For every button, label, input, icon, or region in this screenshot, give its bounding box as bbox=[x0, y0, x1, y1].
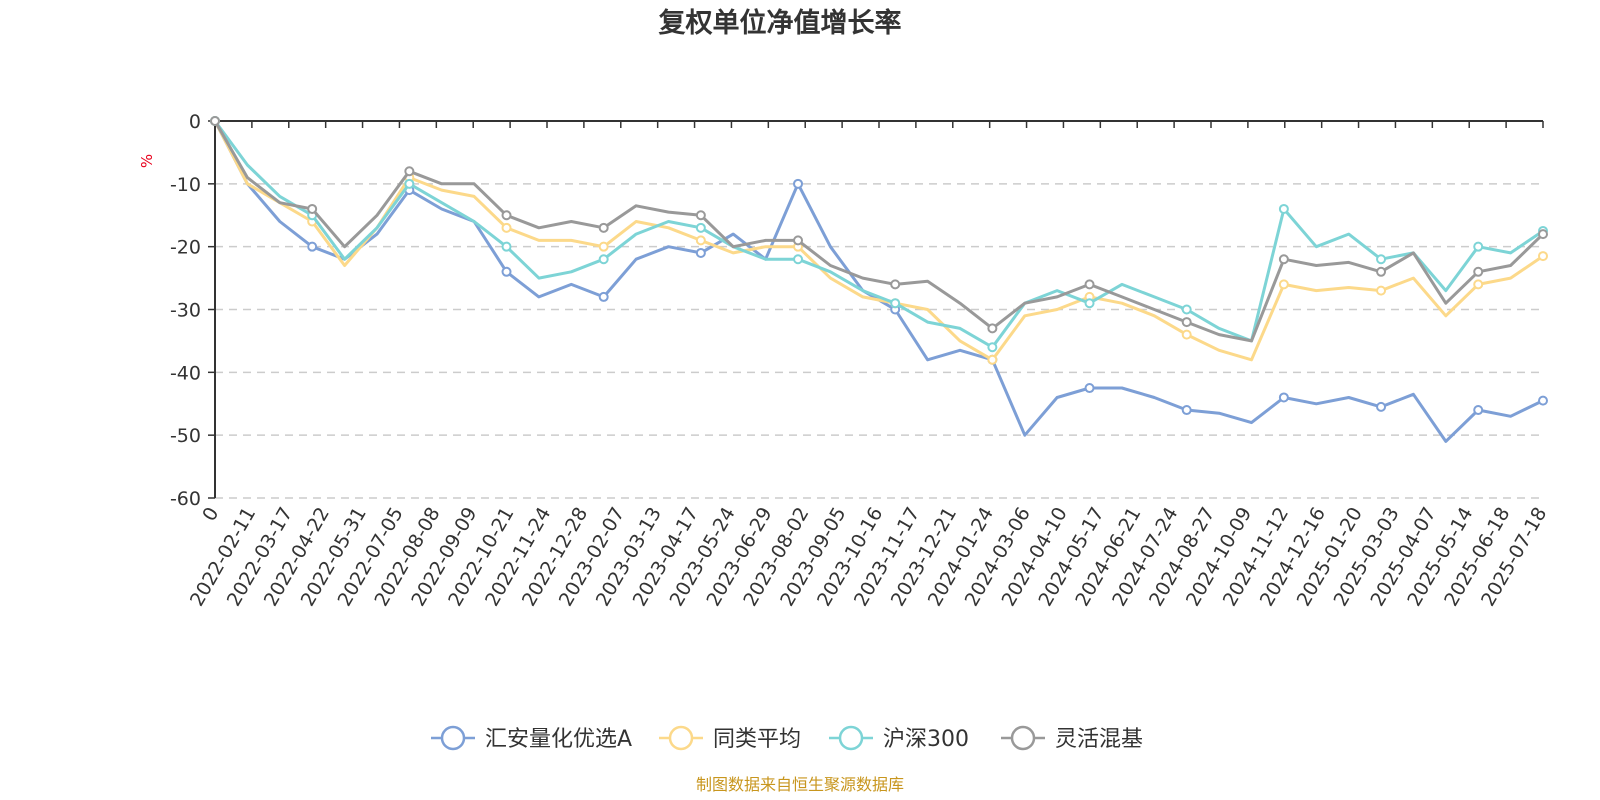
data-point bbox=[1278, 203, 1289, 214]
legend-item[interactable]: 汇安量化优选A bbox=[431, 725, 632, 752]
legend-marker-icon bbox=[1010, 725, 1036, 751]
data-point bbox=[793, 235, 804, 246]
data-point bbox=[890, 279, 901, 290]
legend-item[interactable]: 同类平均 bbox=[659, 725, 801, 752]
data-point bbox=[1376, 401, 1387, 412]
legend-label: 同类平均 bbox=[713, 727, 801, 752]
grid-lines bbox=[215, 183, 1543, 499]
data-point bbox=[1181, 317, 1192, 328]
data-point bbox=[307, 203, 318, 214]
data-point bbox=[987, 354, 998, 365]
legend[interactable]: 汇安量化优选A 同类平均 沪深300 灵活混基 bbox=[431, 725, 1143, 752]
data-point bbox=[1538, 395, 1548, 406]
data-point bbox=[501, 222, 512, 233]
y-tick-label: -40 bbox=[170, 362, 201, 384]
data-point bbox=[695, 247, 706, 258]
data-point bbox=[987, 323, 998, 334]
data-point bbox=[210, 116, 220, 126]
legend-label: 沪深300 bbox=[883, 727, 969, 752]
y-tick-label: -10 bbox=[170, 174, 201, 196]
data-point bbox=[1278, 392, 1289, 403]
data-point bbox=[1473, 279, 1484, 290]
data-point bbox=[1181, 304, 1192, 315]
legend-item[interactable]: 沪深300 bbox=[829, 725, 969, 752]
legend-item[interactable]: 灵活混基 bbox=[1001, 725, 1143, 752]
data-point bbox=[1473, 241, 1484, 252]
data-point bbox=[1181, 329, 1192, 340]
y-tick-label: -20 bbox=[170, 237, 201, 259]
y-tick-label: -60 bbox=[170, 488, 201, 510]
data-point bbox=[404, 178, 415, 189]
y-axis-unit: % bbox=[138, 154, 156, 168]
legend-label: 汇安量化优选A bbox=[485, 727, 632, 752]
data-point bbox=[307, 241, 318, 252]
data-point bbox=[1181, 405, 1192, 416]
legend-label: 灵活混基 bbox=[1055, 727, 1143, 752]
y-tick-label: 0 bbox=[189, 111, 201, 133]
data-point bbox=[1084, 383, 1095, 394]
data-point bbox=[890, 298, 901, 309]
source-note: 制图数据来自恒生聚源数据库 bbox=[696, 775, 904, 794]
data-point bbox=[1473, 405, 1484, 416]
series-lines bbox=[210, 116, 1548, 443]
y-tick-label: -50 bbox=[170, 425, 201, 447]
data-point bbox=[1376, 266, 1387, 277]
data-point bbox=[1084, 298, 1095, 309]
x-tick-label: 0 bbox=[198, 504, 223, 525]
legend-marker-icon bbox=[668, 725, 694, 751]
legend-marker-icon bbox=[440, 725, 466, 751]
data-point bbox=[501, 266, 512, 277]
data-point bbox=[1473, 266, 1484, 277]
data-point bbox=[1376, 254, 1387, 265]
series-line bbox=[213, 120, 1545, 343]
data-point bbox=[1538, 229, 1548, 240]
data-point bbox=[598, 222, 609, 233]
data-point bbox=[793, 178, 804, 189]
data-point bbox=[598, 254, 609, 265]
data-point bbox=[1084, 279, 1095, 290]
series-line bbox=[213, 120, 1544, 362]
data-point bbox=[404, 166, 415, 177]
data-point bbox=[1376, 285, 1387, 296]
data-point bbox=[1278, 254, 1289, 265]
data-point bbox=[695, 235, 706, 246]
data-point bbox=[987, 342, 998, 353]
data-point bbox=[793, 254, 804, 265]
data-point bbox=[598, 241, 609, 252]
data-point bbox=[598, 291, 609, 302]
data-point bbox=[1538, 251, 1548, 262]
data-point bbox=[501, 210, 512, 221]
data-point bbox=[695, 222, 706, 233]
data-point bbox=[501, 241, 512, 252]
data-point bbox=[695, 210, 706, 221]
axes: 0-10-20-30-40-50-6002022-02-112022-03-17… bbox=[170, 111, 1551, 610]
chart-title: 复权单位净值增长率 bbox=[659, 7, 902, 39]
y-tick-label: -30 bbox=[170, 300, 201, 322]
legend-marker-icon bbox=[838, 725, 864, 751]
data-point bbox=[1278, 279, 1289, 290]
series-line bbox=[213, 120, 1544, 349]
